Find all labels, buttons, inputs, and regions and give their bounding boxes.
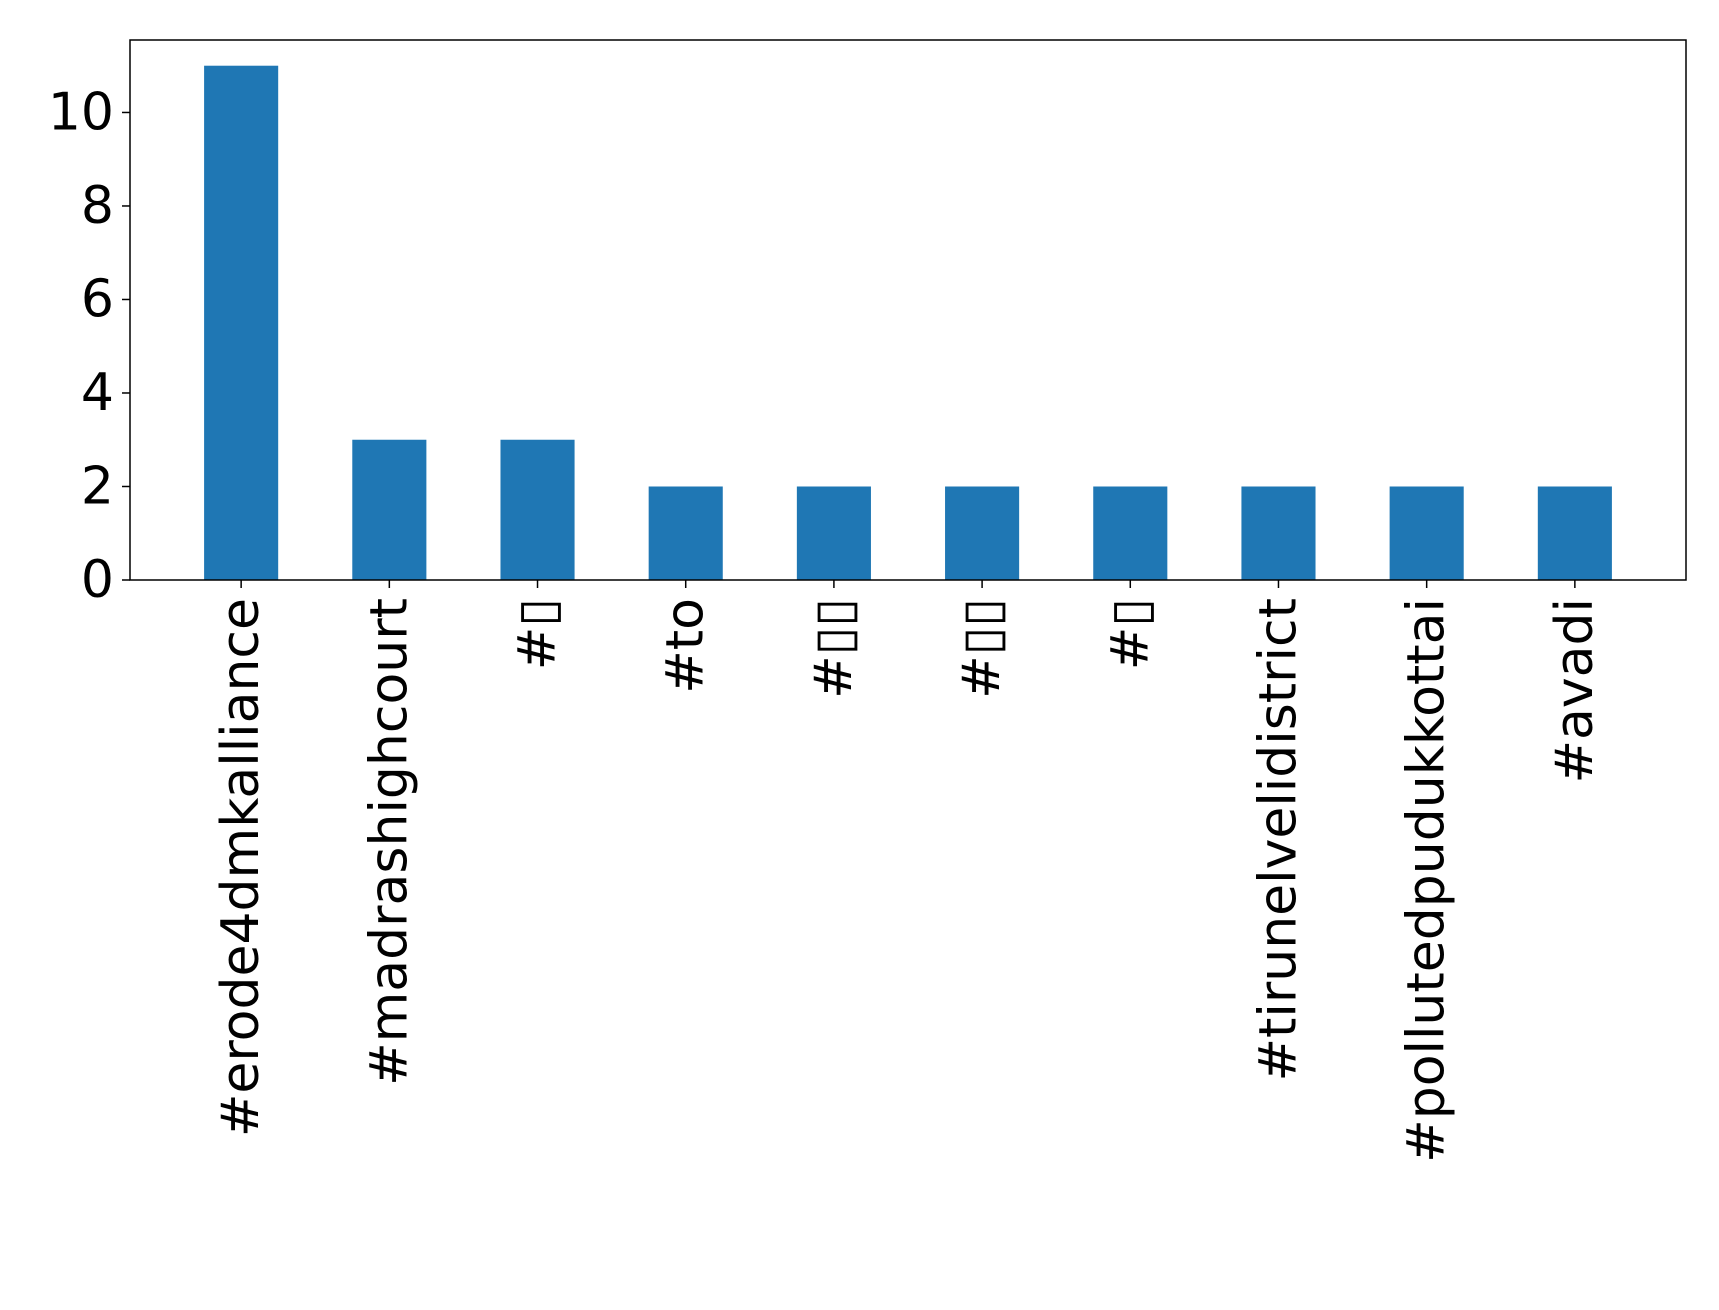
bar (945, 486, 1020, 580)
bar (1389, 486, 1464, 580)
bar (1241, 486, 1316, 580)
x-tick-label: #▯▯ (952, 598, 1012, 699)
x-tick-label: #pollutedpudukkottai (1397, 598, 1457, 1163)
bars-layer (204, 65, 1612, 580)
y-axis: 0 2 4 6 8 10 (48, 82, 130, 610)
y-tick-label: 4 (81, 363, 114, 423)
bar (500, 439, 575, 580)
x-tick-label: #to (656, 598, 716, 694)
bar (352, 439, 427, 580)
x-tick-label: #madrashighcourt (359, 598, 419, 1086)
bar (1093, 486, 1168, 580)
y-tick-label: 0 (81, 550, 114, 610)
y-tick-label: 10 (48, 82, 114, 142)
x-tick-label: #tirunelvelidistrict (1248, 598, 1308, 1082)
bar (204, 65, 279, 580)
x-tick-label: #▯ (1100, 598, 1160, 670)
y-tick-label: 2 (81, 456, 114, 516)
plot-frame (129, 39, 1687, 581)
x-tick-label: #erode4dmkalliance (211, 598, 271, 1137)
x-tick-label: #▯ (508, 598, 568, 670)
y-tick-label: 8 (81, 176, 114, 236)
x-tick-label: #avadi (1545, 598, 1605, 784)
x-tick-label: #▯▯ (804, 598, 864, 699)
bar (648, 486, 723, 580)
bar (796, 486, 871, 580)
y-tick-label: 6 (81, 269, 114, 329)
x-axis: #erode4dmkalliance #madrashighcourt #▯ #to #… (211, 580, 1605, 1163)
bar (1537, 486, 1612, 580)
